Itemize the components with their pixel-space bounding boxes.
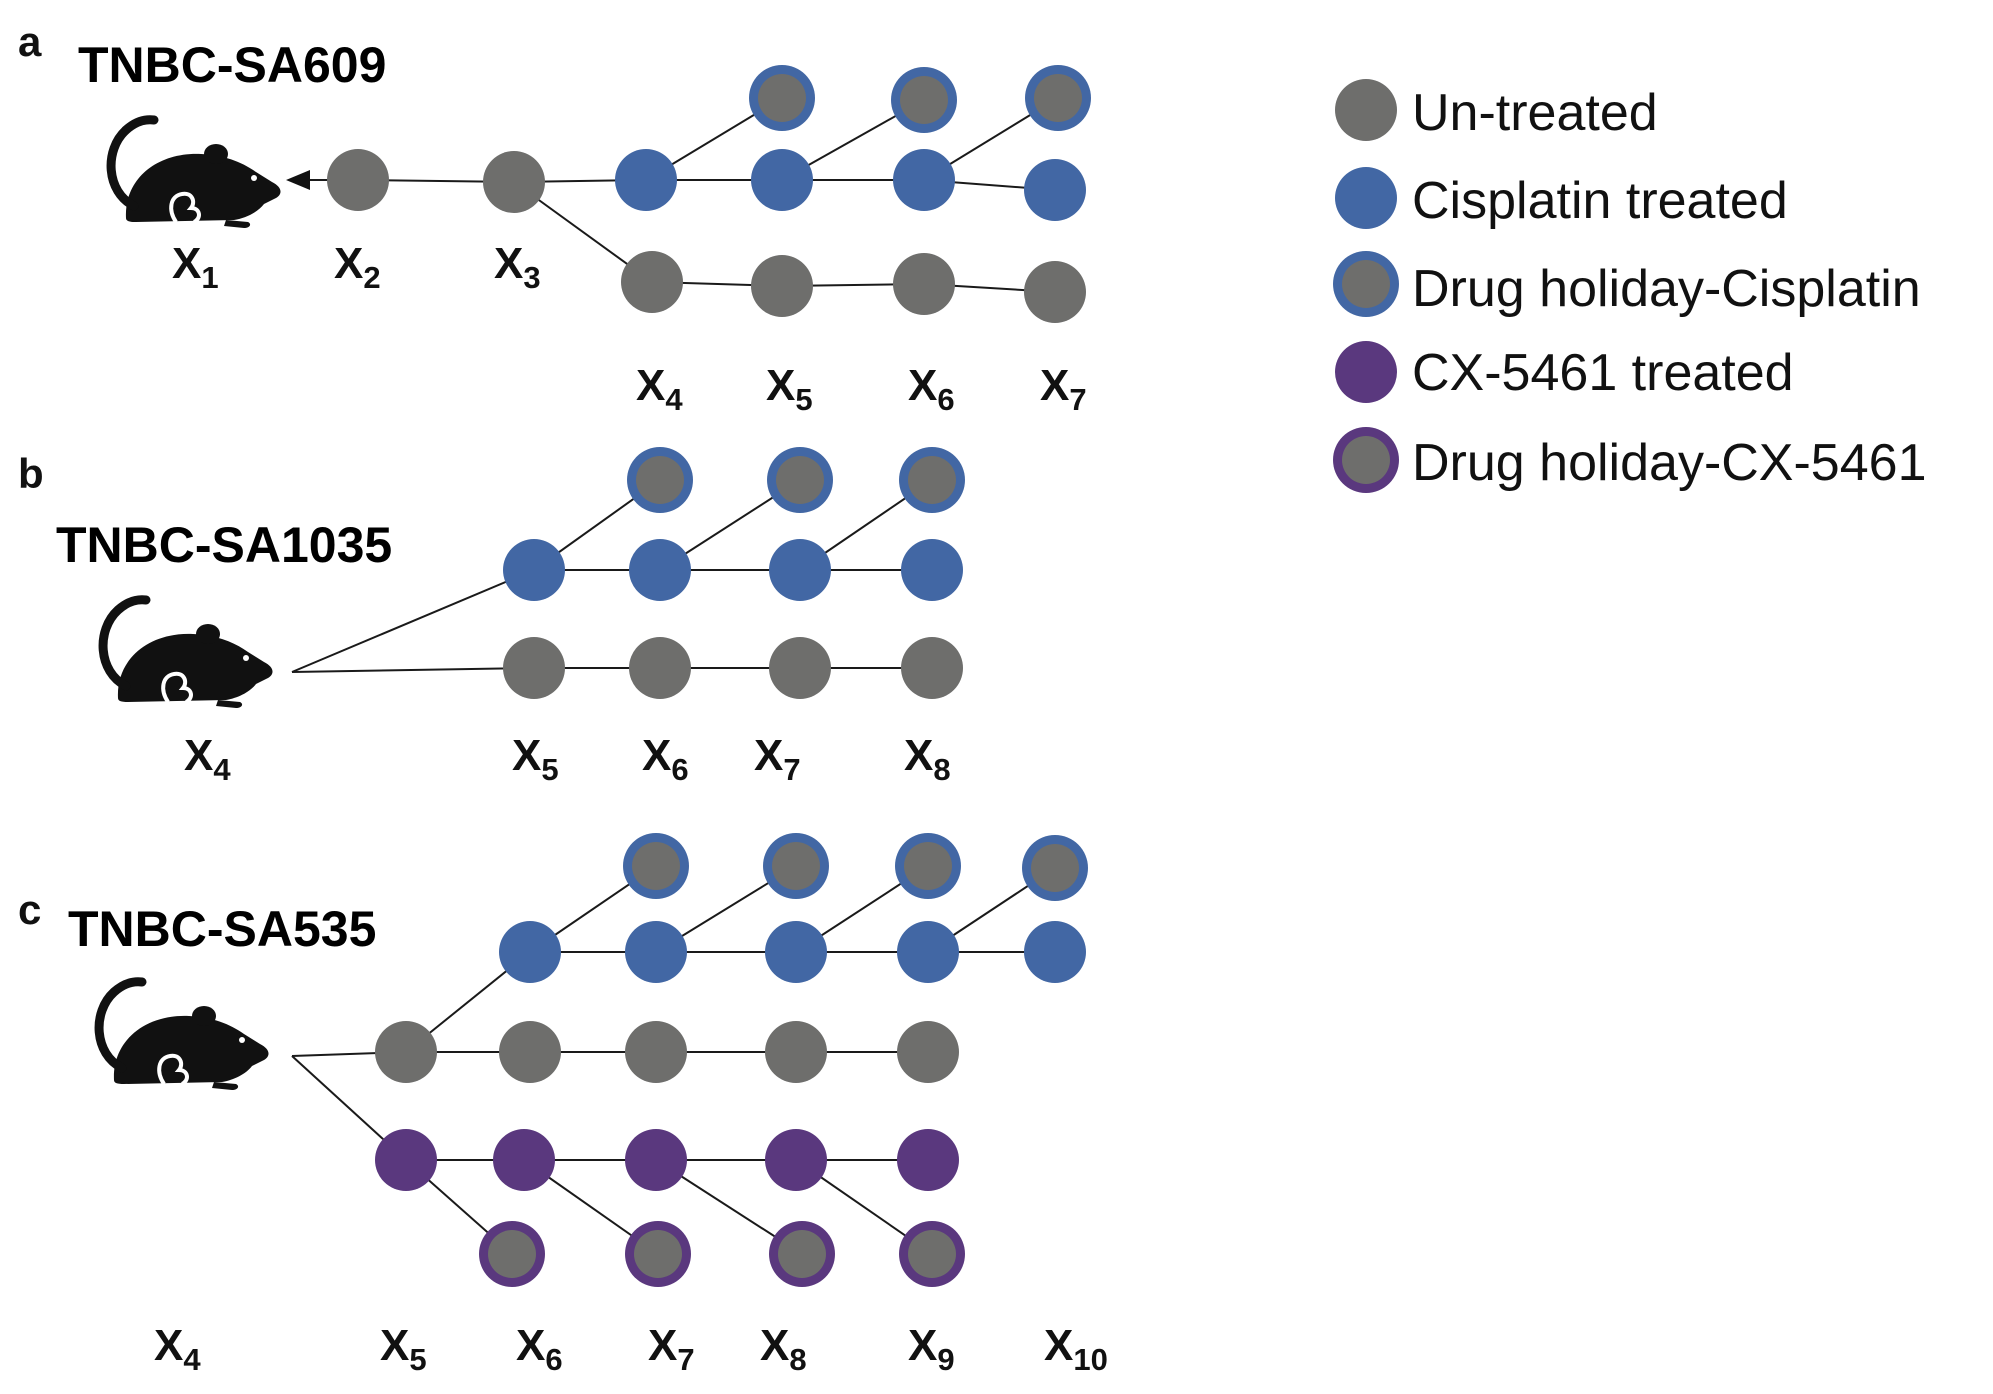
panel-a-node-cisplatin-c5 [751, 149, 813, 211]
panel-c-node-cisplatin-c7 [625, 921, 687, 983]
panel-c-node-cisplatin-c6 [499, 921, 561, 983]
panel-b-node-holiday-cisplatin-h8 [899, 447, 965, 513]
legend-label-holiday-cx5461: Drug holiday-CX-5461 [1412, 434, 1927, 492]
panel-a-xlabel-7: X7 [1040, 361, 1087, 417]
panel-a-letter: a [18, 18, 42, 65]
panel-a-xlabel-5: X5 [766, 361, 813, 417]
panel-c-node-untreated-u8 [765, 1021, 827, 1083]
panel-c-node-holiday-cx5461-hx8 [769, 1221, 835, 1287]
panel-a-node-holiday-cisplatin-h7 [1025, 65, 1091, 131]
panel-a-xlabel-4: X4 [636, 361, 683, 417]
panel-a-node-untreated-u4 [621, 251, 683, 313]
panel-a-title: TNBC-SA609 [78, 37, 386, 93]
legend-swatch-cx5461 [1335, 341, 1397, 403]
panel-a-xlabel-3: X3 [494, 239, 541, 295]
panel-a-node-cisplatin-c4 [615, 149, 677, 211]
panel-b-xlabel-1: X4 [184, 731, 231, 787]
panel-c-node-cx5461-x8 [765, 1129, 827, 1191]
legend-swatch-cisplatin [1335, 167, 1397, 229]
panel-b-title: TNBC-SA1035 [56, 517, 392, 573]
panel-b-node-untreated-u5 [503, 637, 565, 699]
panel-b-node-untreated-u6 [629, 637, 691, 699]
panel-b-node-holiday-cisplatin-h7 [767, 447, 833, 513]
legend-swatch-untreated [1335, 79, 1397, 141]
panel-a-node-untreated-x3 [483, 151, 545, 213]
panel-a-xlabel-1: X1 [172, 239, 219, 295]
arrow-icon [286, 170, 310, 190]
mouse-icon-c [99, 982, 268, 1090]
panel-c-xlabel-5: X8 [760, 1321, 807, 1377]
panel-c-node-cx5461-x6 [493, 1129, 555, 1191]
panel-b-node-holiday-cisplatin-h6 [627, 447, 693, 513]
panel-a-node-untreated-x2 [327, 149, 389, 211]
panel-a-node-untreated-u6 [893, 253, 955, 315]
panel-c-node-holiday-cx5461-hx9 [899, 1221, 965, 1287]
panel-a-node-cisplatin-c6 [893, 149, 955, 211]
panel-c-xlabel-2: X5 [380, 1321, 427, 1377]
panel-c-xlabel-7: X10 [1044, 1321, 1108, 1377]
panel-c-node-holiday-cisplatin-h7 [623, 833, 689, 899]
mouse-icon-a [111, 120, 280, 228]
panel-c-node-cx5461-x7 [625, 1129, 687, 1191]
panel-b-node-cisplatin-c8 [901, 539, 963, 601]
panel-b-letter: b [18, 450, 44, 497]
panel-c-node-cx5461-x9 [897, 1129, 959, 1191]
panel-c-node-holiday-cisplatin-h10 [1022, 835, 1088, 901]
panel-a-xlabel-6: X6 [908, 361, 955, 417]
legend-label-cx5461: CX-5461 treated [1412, 344, 1794, 402]
panel-a-xlabel-2: X2 [334, 239, 381, 295]
panel-a-node-holiday-cisplatin-h5 [749, 65, 815, 131]
panel-c-node-untreated-u9 [897, 1021, 959, 1083]
panel-b-edge-1 [291, 667, 535, 673]
panel-c-xlabel-6: X9 [908, 1321, 955, 1377]
panel-c-node-cx5461-x5 [375, 1129, 437, 1191]
panel-b-node-cisplatin-c5 [503, 539, 565, 601]
panel-b-xlabel-4: X7 [754, 731, 801, 787]
legend-label-cisplatin: Cisplatin treated [1412, 172, 1788, 230]
panel-c-node-cisplatin-c8 [765, 921, 827, 983]
panel-c-xlabel-1: X4 [154, 1321, 201, 1377]
panel-a-node-untreated-u5 [751, 255, 813, 317]
panel-c-node-cisplatin-c9 [897, 921, 959, 983]
legend-swatch-holiday-cx5461 [1333, 427, 1399, 493]
panel-b-xlabel-2: X5 [512, 731, 559, 787]
panel-c-xlabel-3: X6 [516, 1321, 563, 1377]
panel-c-title: TNBC-SA535 [68, 901, 376, 957]
panel-c-node-holiday-cx5461-hx6 [479, 1221, 545, 1287]
panel-a-node-cisplatin-c7 [1024, 159, 1086, 221]
panel-b-xlabel-5: X8 [904, 731, 951, 787]
panel-b-node-untreated-u7 [769, 637, 831, 699]
legend-swatch-holiday-cisplatin [1333, 251, 1399, 317]
panel-c-node-holiday-cisplatin-h9 [895, 833, 961, 899]
panel-c-node-untreated-u7 [625, 1021, 687, 1083]
panel-a-node-holiday-cisplatin-h6 [891, 67, 957, 133]
panel-b-node-untreated-u8 [901, 637, 963, 699]
panel-c-node-untreated-u6 [499, 1021, 561, 1083]
sample-nodes [327, 65, 1091, 1287]
legend: Un-treated Cisplatin treated Drug holida… [1333, 79, 1927, 493]
mouse-icon-b [103, 600, 272, 708]
panel-c-letter: c [18, 886, 41, 933]
legend-label-holiday-cisplatin: Drug holiday-Cisplatin [1412, 260, 1921, 318]
panel-c-xlabel-4: X7 [648, 1321, 695, 1377]
panel-c-node-cisplatin-c10 [1024, 921, 1086, 983]
panel-b-edge-0 [291, 569, 535, 673]
panel-b-node-cisplatin-c6 [629, 539, 691, 601]
legend-label-untreated: Un-treated [1412, 84, 1658, 142]
panel-a-node-untreated-u7 [1024, 261, 1086, 323]
panel-b-xlabel-3: X6 [642, 731, 689, 787]
panel-c-node-holiday-cx5461-hx7 [625, 1221, 691, 1287]
panel-b-node-cisplatin-c7 [769, 539, 831, 601]
panel-c-node-untreated-u5 [375, 1021, 437, 1083]
panel-c-node-holiday-cisplatin-h8 [763, 833, 829, 899]
